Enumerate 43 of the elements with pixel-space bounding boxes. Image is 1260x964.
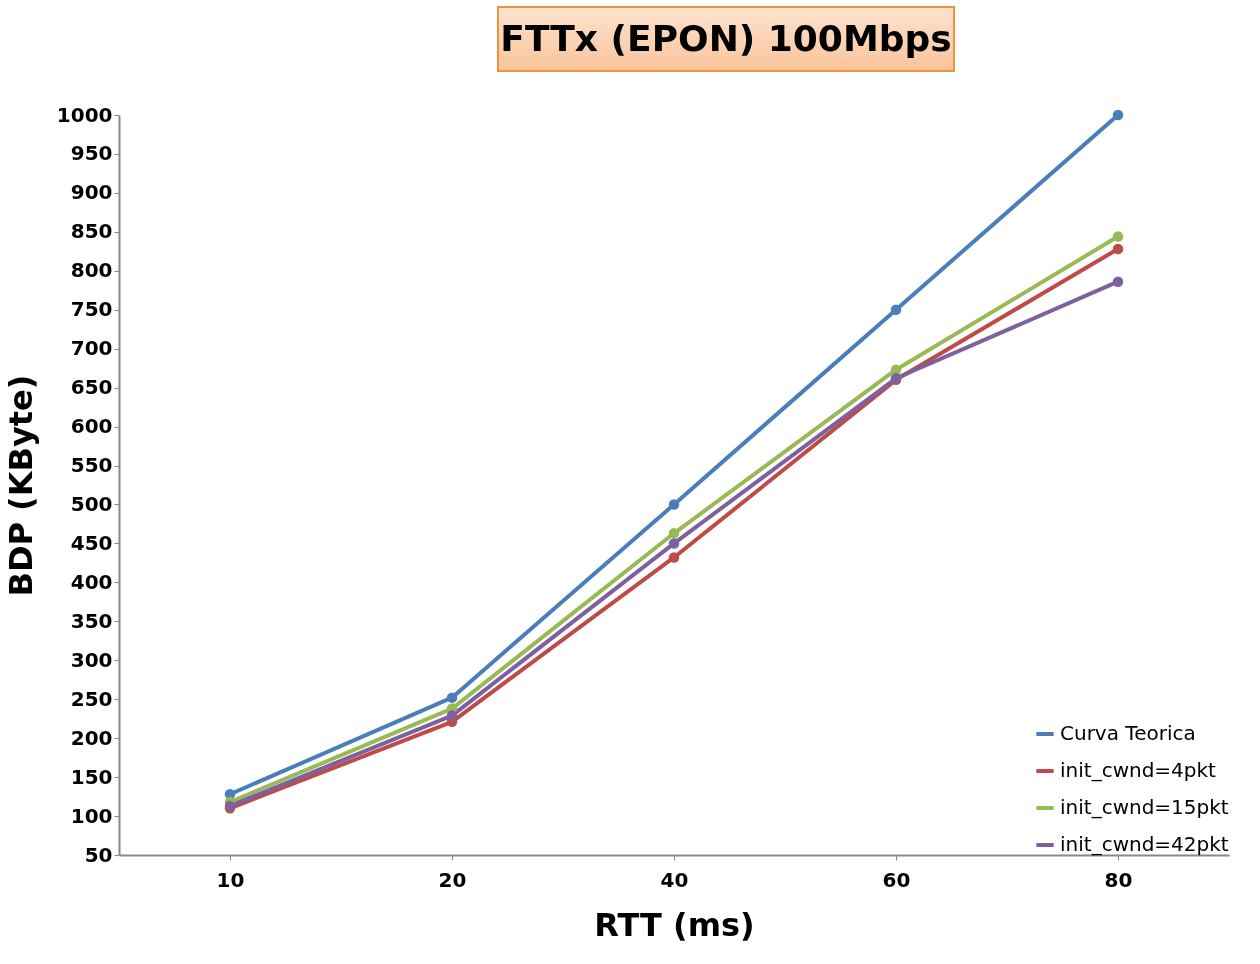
legend-label: Curva Teorica <box>1060 721 1196 745</box>
y-tick-label: 850 <box>70 219 113 244</box>
x-tick-label: 80 <box>1104 867 1133 892</box>
point <box>668 499 680 510</box>
point <box>1112 231 1124 242</box>
y-tick-label: 350 <box>70 608 113 633</box>
y-tick-label: 700 <box>70 336 113 361</box>
point <box>1112 109 1124 121</box>
y-axis-title: BDP (KByte) <box>1 374 40 597</box>
legend-label: init_cwnd=42pkt <box>1060 832 1229 856</box>
y-tick-label: 650 <box>70 375 113 400</box>
point <box>1112 276 1124 287</box>
y-tick-label: 950 <box>70 141 113 166</box>
y-tick-label: 800 <box>70 258 113 283</box>
point <box>890 304 902 315</box>
point <box>1112 243 1124 255</box>
y-tick-label: 900 <box>70 180 113 205</box>
y-tick-label: 400 <box>70 569 113 594</box>
y-tick-label: 250 <box>70 686 113 711</box>
chart-title: FTTx (EPON) 100Mbps <box>497 6 955 72</box>
y-tick-label: 300 <box>70 647 113 672</box>
legend-label: init_cwnd=4pkt <box>1060 758 1217 782</box>
point <box>668 538 680 549</box>
y-tick-label: 200 <box>70 725 113 750</box>
y-tick-label: 550 <box>70 453 113 478</box>
point <box>668 528 680 539</box>
x-tick-label: 20 <box>438 867 467 892</box>
x-tick-label: 10 <box>216 867 245 892</box>
y-tick-label: 500 <box>70 491 113 516</box>
point <box>446 710 458 721</box>
y-tick-label: 600 <box>70 414 113 439</box>
y-tick-label: 100 <box>70 803 113 828</box>
y-tick-label: 150 <box>70 764 113 789</box>
y-tick-label: 450 <box>70 530 113 555</box>
point <box>668 552 680 563</box>
point <box>446 692 458 703</box>
x-axis-title: RTT (ms) <box>594 905 755 944</box>
y-tick-label: 750 <box>70 297 113 322</box>
x-tick-label: 40 <box>660 867 689 892</box>
legend-label: init_cwnd=15pkt <box>1060 795 1229 819</box>
y-tick-label: 1000 <box>56 102 113 127</box>
x-tick-label: 60 <box>882 867 911 892</box>
y-tick-label: 50 <box>84 842 113 867</box>
